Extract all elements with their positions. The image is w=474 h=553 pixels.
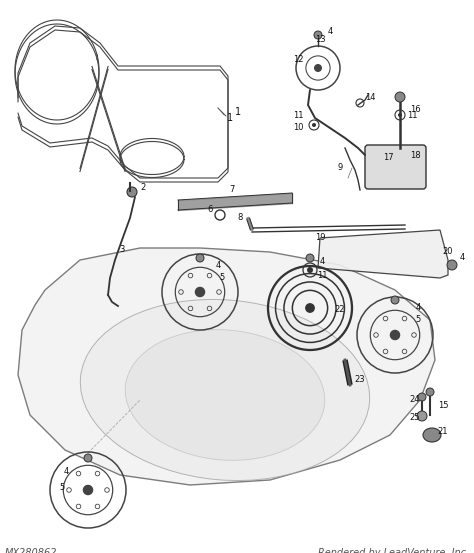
Text: 13: 13	[315, 35, 325, 44]
Text: 14: 14	[365, 93, 375, 102]
Circle shape	[315, 65, 321, 71]
Circle shape	[391, 296, 399, 304]
FancyBboxPatch shape	[365, 145, 426, 189]
Text: 22: 22	[335, 305, 345, 315]
Text: 4: 4	[64, 467, 69, 477]
Text: 5: 5	[59, 483, 64, 493]
Circle shape	[195, 288, 205, 296]
Text: 18: 18	[410, 150, 420, 159]
Circle shape	[307, 267, 313, 273]
Polygon shape	[18, 248, 435, 485]
Text: 20: 20	[443, 248, 453, 257]
Text: 11: 11	[293, 111, 303, 119]
Text: 21: 21	[438, 427, 448, 436]
Text: 7: 7	[229, 185, 235, 195]
Text: 15: 15	[438, 400, 448, 410]
Ellipse shape	[125, 330, 325, 460]
Circle shape	[398, 113, 402, 117]
Text: 5: 5	[415, 316, 420, 325]
Circle shape	[83, 486, 92, 494]
Text: Rendered by LeadVenture, Inc.: Rendered by LeadVenture, Inc.	[318, 548, 469, 553]
Text: 8: 8	[237, 213, 243, 222]
Circle shape	[306, 304, 314, 312]
Circle shape	[84, 454, 92, 462]
Ellipse shape	[80, 300, 370, 481]
Ellipse shape	[423, 428, 441, 442]
Text: 17: 17	[383, 154, 393, 163]
Text: 16: 16	[410, 106, 420, 114]
Text: 12: 12	[293, 55, 303, 65]
Circle shape	[312, 123, 316, 127]
Text: 24: 24	[410, 395, 420, 404]
Text: MX280862: MX280862	[5, 548, 57, 553]
Text: 3: 3	[119, 246, 125, 254]
Text: 4: 4	[459, 253, 465, 263]
Circle shape	[306, 254, 314, 262]
Text: 4: 4	[415, 304, 420, 312]
Text: 4: 4	[328, 28, 333, 36]
Text: 25: 25	[410, 414, 420, 422]
Text: 2: 2	[140, 182, 146, 191]
Circle shape	[426, 388, 434, 396]
Circle shape	[418, 393, 426, 401]
Text: 23: 23	[355, 375, 365, 384]
Polygon shape	[318, 230, 448, 278]
Text: 19: 19	[315, 233, 325, 243]
Text: 1: 1	[235, 107, 241, 117]
Circle shape	[127, 187, 137, 197]
Circle shape	[447, 260, 457, 270]
Text: 6: 6	[207, 206, 213, 215]
Text: 4: 4	[319, 258, 325, 267]
Circle shape	[196, 254, 204, 262]
Circle shape	[395, 92, 405, 102]
Text: 4: 4	[215, 260, 220, 269]
Circle shape	[391, 331, 400, 340]
Text: 9: 9	[337, 164, 343, 173]
Text: 1: 1	[227, 113, 233, 123]
Circle shape	[314, 31, 322, 39]
Text: 5: 5	[219, 274, 225, 283]
Text: 10: 10	[293, 123, 303, 133]
Circle shape	[417, 411, 427, 421]
Text: 11: 11	[407, 111, 417, 119]
Text: 11: 11	[317, 270, 327, 279]
